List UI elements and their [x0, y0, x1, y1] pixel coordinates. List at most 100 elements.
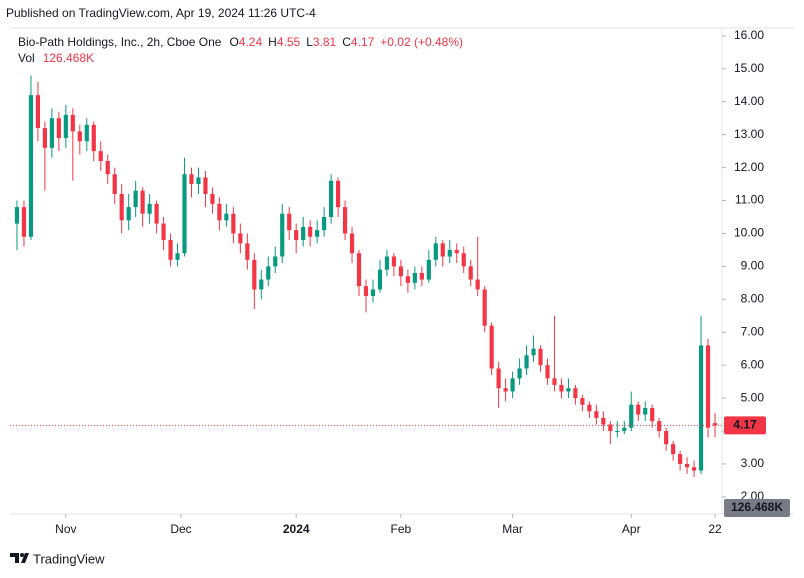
- x-tick-label: 22: [708, 522, 722, 536]
- candle-body: [461, 253, 466, 267]
- candle-body: [119, 193, 124, 221]
- candle-body: [203, 177, 208, 194]
- candle-body: [580, 398, 585, 405]
- y-tick-label: 15.00: [734, 61, 764, 75]
- candle-body: [224, 213, 229, 221]
- volume-legend: Vol 126.468K: [18, 51, 94, 65]
- candle-body: [678, 454, 683, 464]
- logo: [10, 553, 29, 563]
- candle-body: [398, 266, 403, 277]
- candle-body: [196, 177, 201, 185]
- x-tick-label: Dec: [170, 522, 191, 536]
- x-tick-label: Mar: [502, 522, 523, 536]
- candle-body: [77, 131, 82, 142]
- candle-body: [657, 421, 662, 432]
- candle-body: [384, 256, 390, 270]
- candle-body: [308, 226, 313, 237]
- candle-body: [266, 266, 271, 280]
- vol-label: Vol: [18, 51, 35, 65]
- candle-body: [126, 207, 131, 221]
- ohlc-value: 4.17: [351, 35, 375, 49]
- candle-body: [712, 423, 718, 426]
- candle-body: [377, 269, 383, 290]
- brand: TradingView: [33, 551, 105, 566]
- candle-body: [342, 207, 348, 234]
- candle-body: [294, 230, 299, 241]
- candle-body: [412, 272, 417, 283]
- candle-body: [287, 213, 292, 231]
- y-tick-label: 6.00: [741, 357, 765, 371]
- candle-body: [440, 243, 445, 257]
- y-tick-label: 14.00: [734, 94, 764, 108]
- volume-tag-label: 126.468K: [731, 500, 783, 514]
- y-tick-label: 16.00: [734, 28, 764, 42]
- candle-body: [705, 345, 711, 428]
- candle-body: [643, 407, 648, 415]
- candle-body: [524, 355, 529, 369]
- candle-body: [447, 249, 452, 257]
- candle-body: [475, 279, 480, 290]
- candle-body: [559, 384, 564, 392]
- candle-body: [363, 286, 369, 297]
- candle-body: [691, 467, 697, 471]
- ohlc-value: 4.24: [239, 35, 263, 49]
- x-tick-label: Feb: [391, 522, 412, 536]
- candle-body: [231, 213, 236, 234]
- candle-body: [140, 190, 145, 214]
- candle-body: [245, 243, 250, 260]
- candle-body: [322, 217, 327, 231]
- vol-value: 126.468K: [43, 51, 94, 65]
- candle-body: [698, 345, 704, 471]
- candle-body: [42, 128, 47, 148]
- candle-body: [105, 161, 110, 175]
- candle-body: [615, 431, 620, 433]
- candle-body: [98, 151, 103, 162]
- candle-body: [636, 404, 641, 415]
- candle-body: [573, 388, 578, 399]
- candle-body: [315, 230, 320, 237]
- x-tick-label: Nov: [55, 522, 76, 536]
- candle-body: [587, 404, 592, 412]
- published-note: Published on TradingView.com, Apr 19, 20…: [6, 6, 316, 20]
- y-tick-label: 13.00: [734, 127, 764, 141]
- candle-body: [489, 325, 494, 369]
- y-tick-label: 12.00: [734, 160, 764, 174]
- candle-body: [63, 114, 68, 138]
- symbol-name: Bio-Path Holdings, Inc., 2h, Cboe One: [18, 35, 222, 49]
- candle-body: [301, 226, 306, 241]
- candle-body: [594, 411, 599, 418]
- candle-body: [601, 417, 606, 425]
- candle-body: [496, 368, 501, 389]
- candle-body: [175, 253, 180, 260]
- y-tick-label: 5.00: [741, 390, 765, 404]
- logo-mark: [10, 553, 29, 563]
- candle-body: [280, 213, 285, 257]
- candle-body: [154, 203, 159, 224]
- candle-body: [189, 174, 194, 185]
- candle-body: [405, 276, 410, 283]
- y-tick-label: 9.00: [741, 259, 765, 273]
- candle-body: [454, 249, 459, 254]
- candle-body: [629, 404, 634, 428]
- candle-body: [147, 203, 152, 214]
- ohlc-label: H: [268, 35, 277, 49]
- candle-body: [482, 289, 487, 326]
- candle-body: [650, 407, 655, 422]
- candle-body: [168, 240, 173, 260]
- legend-line: Bio-Path Holdings, Inc., 2h, Cboe One O4.…: [18, 35, 463, 49]
- candle-body: [545, 365, 550, 379]
- candle-body: [552, 378, 557, 385]
- candle-body: [391, 256, 397, 267]
- candle-body: [426, 259, 431, 280]
- candle-body: [161, 223, 166, 241]
- candle-body: [517, 368, 522, 379]
- candle-body: [335, 180, 341, 208]
- ohlc-value: 4.55: [277, 35, 301, 49]
- y-tick-label: 8.00: [741, 291, 765, 305]
- candle-body: [91, 124, 96, 152]
- candle-body: [349, 233, 355, 254]
- y-tick-label: 3.00: [741, 456, 765, 470]
- candle-body: [510, 378, 515, 392]
